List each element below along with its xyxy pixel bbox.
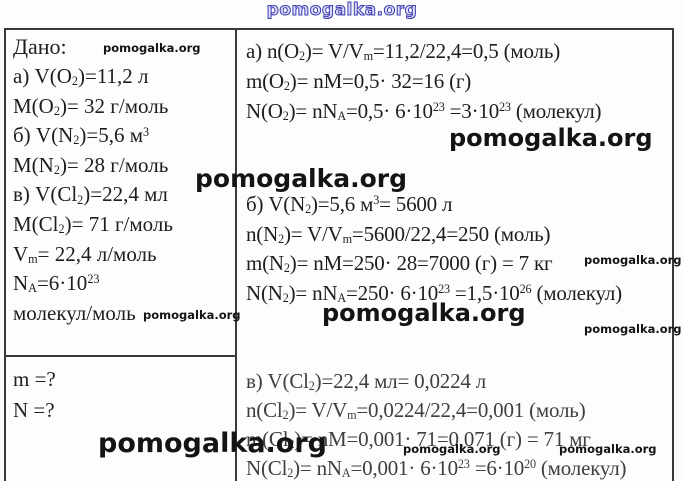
watermark: pomogalka.org [584,253,682,267]
solution-box: а) n(O2)= V/Vm=11,2/22,4=0,5 (моль) m(O2)… [237,28,674,481]
given-title: Дано: [13,34,67,59]
watermark: pomogalka.org [584,322,682,336]
formula-line: в) V(Cl2)=22,4 мл= 0,0224 л [246,369,487,394]
solution-section-v: в) V(Cl2)=22,4 мл= 0,0224 л n(Cl2)= V/Vm=… [246,367,627,481]
watermark: pomogalka.org [143,308,241,322]
formula-line: M(N2)= 28 г/моль [13,152,169,177]
formula-line: б) V(N2)=5,6 м3 [13,123,150,148]
formula-line: в) V(Cl2)=22,4 мл [13,182,168,207]
watermark: pomogalka.org [98,428,327,459]
formula-line: m(N2)= nM=250· 28=7000 (г) = 7 кг [246,251,553,276]
watermark: pomogalka.org [449,124,653,152]
formula-line: а) V(O2)=11,2 л [13,64,149,89]
formula-line: NA=6·1023 [13,271,100,296]
formula-line: N(Cl2)= nNA=0,001· 6·1023 =6·1020 (молек… [246,456,627,481]
formula-line: а) n(O2)= V/Vm=11,2/22,4=0,5 (моль) [246,39,560,64]
formula-line: M(O2)= 32 г/моль [13,93,169,118]
formula-line: n(Cl2)= V/Vm=0,0224/22,4=0,001 (моль) [246,398,586,423]
solution-section-b: б) V(N2)=5,6 м3= 5600 л n(N2)= V/Vm=5600/… [246,190,622,308]
formula-line: N =? [13,398,55,422]
watermark: pomogalka.org [103,41,201,55]
formula-line: Vm= 22,4 л/моль [13,241,157,266]
watermark: pomogalka.org [322,299,526,327]
given-lines: а) V(O2)=11,2 л M(O2)= 32 г/моль б) V(N2)=… [13,62,233,328]
formula-line: M(Cl2)= 71 г/моль [13,211,173,237]
given-section: Дано: а) V(O2)=11,2 л M(O2)= 32 г/моль б) … [6,30,235,357]
solution-section-a: а) n(O2)= V/Vm=11,2/22,4=0,5 (моль) m(O2)… [246,36,601,126]
formula-line: молекул/моль [13,300,136,325]
formula-line: m =? [13,367,56,391]
watermark: pomogalka.org [403,442,501,456]
given-box: Дано: а) V(O2)=11,2 л M(O2)= 32 г/моль б) … [4,28,237,481]
formula-line: б) V(N2)=5,6 м3= 5600 л [246,192,453,217]
formula-line: N(N2)= nNA=250· 6·1023 =1,5·1026 (молеку… [246,280,622,305]
find-section: m =? N =? [6,357,235,426]
watermark: pomogalka.org [195,164,408,193]
formula-line: m(Cl2)= nM=0,001· 71=0,071 (г) = 71 мг [246,427,591,452]
formula-line: n(N2)= V/Vm=5600/22,4=250 (моль) [246,221,551,246]
formula-line: N(O2)= nNA=0,5· 6·1023 =3·1023 (молекул) [246,99,602,124]
site-watermark-top: pomogalka.org [266,0,418,20]
watermark: pomogalka.org [559,442,657,456]
formula-line: m(O2)= nM=0,5· 32=16 (г) [246,69,472,94]
